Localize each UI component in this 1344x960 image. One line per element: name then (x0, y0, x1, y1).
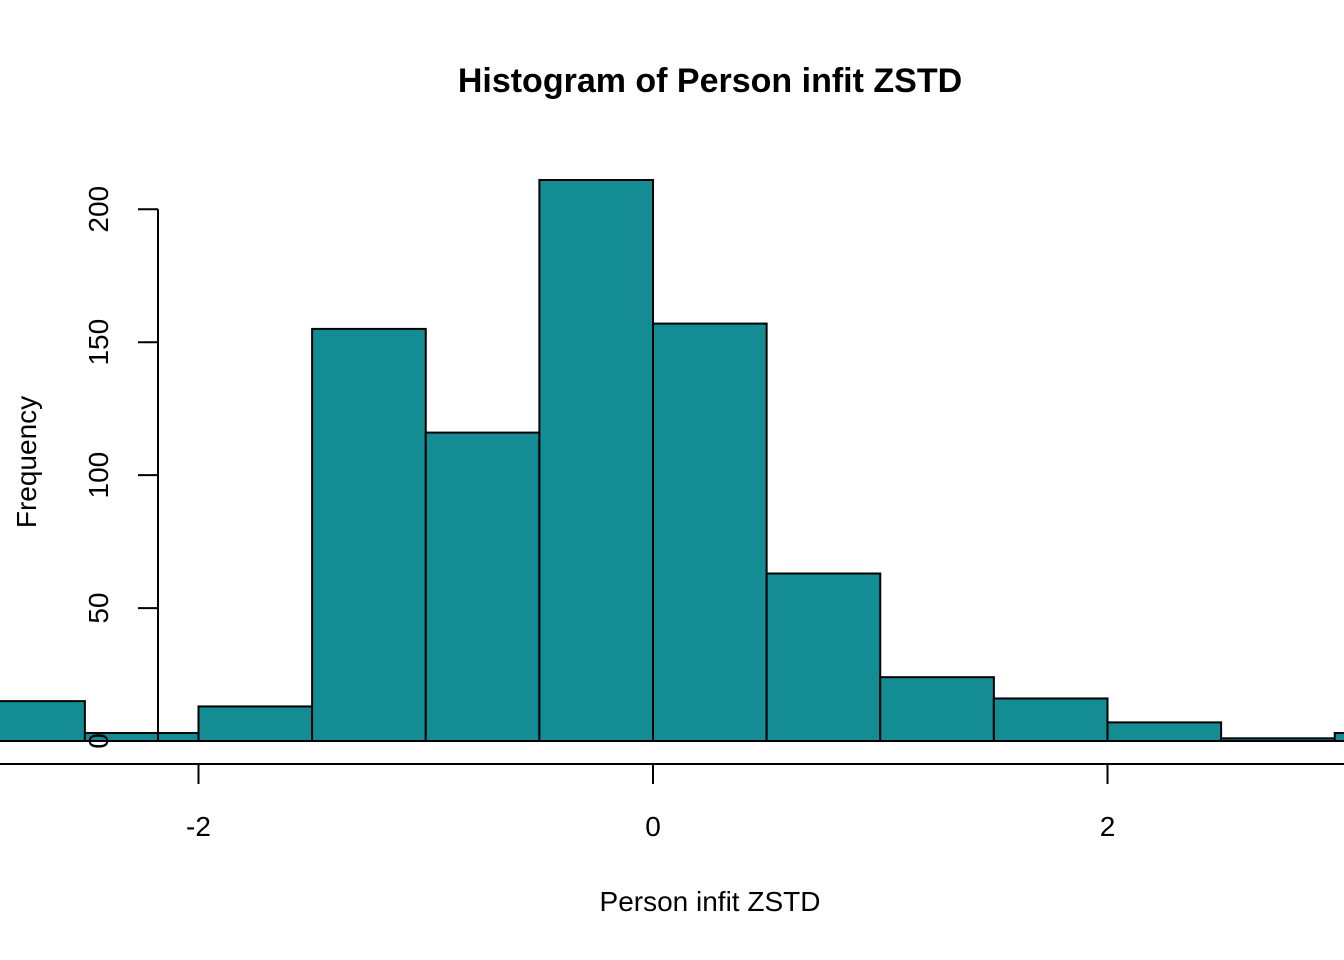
bars-group (0, 179, 1344, 743)
x-tick-label: 2 (1100, 811, 1116, 842)
histogram-bar (538, 179, 654, 743)
histogram-bar (1220, 737, 1336, 743)
x-axis-label: Person infit ZSTD (600, 886, 821, 917)
x-tick-label: 0 (645, 811, 661, 842)
histogram-bar (765, 572, 882, 742)
y-tick-label: 150 (83, 319, 114, 366)
histogram-bar (1333, 732, 1344, 743)
histogram-bar (992, 697, 1109, 743)
histogram-bar (197, 705, 314, 742)
y-tick-label: 200 (83, 186, 114, 233)
y-tick-label: 0 (83, 733, 114, 749)
x-axis: -4-2024 (0, 763, 1344, 842)
y-tick-label: 100 (83, 452, 114, 499)
histogram-bar (652, 322, 768, 742)
y-axis-label: Frequency (11, 396, 42, 528)
histogram-bar (424, 431, 541, 742)
y-axis: 0 50 100 150 200 (83, 186, 159, 749)
histogram-bar (1106, 721, 1223, 742)
histogram-bar (0, 700, 86, 743)
histogram-bar (311, 327, 427, 742)
chart-title: Histogram of Person infit ZSTD (458, 62, 962, 100)
x-tick-label: -2 (186, 811, 211, 842)
histogram-bar (879, 676, 995, 743)
y-tick-label: 50 (83, 592, 114, 623)
